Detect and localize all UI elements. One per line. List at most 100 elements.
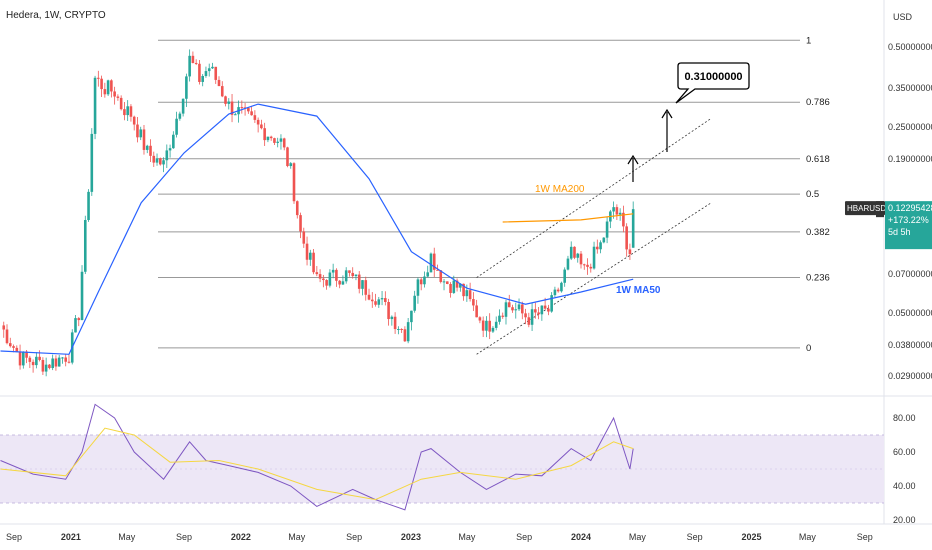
candle-body[interactable] bbox=[44, 364, 48, 372]
candle-body[interactable] bbox=[445, 281, 449, 285]
candle-body[interactable] bbox=[198, 63, 201, 82]
candle-body[interactable] bbox=[188, 55, 191, 77]
channel-line-upper[interactable] bbox=[476, 117, 712, 278]
candle-body[interactable] bbox=[501, 315, 505, 317]
candle-body[interactable] bbox=[331, 269, 335, 273]
candle-body[interactable] bbox=[302, 231, 306, 244]
candle-body[interactable] bbox=[162, 160, 165, 165]
candle-body[interactable] bbox=[220, 86, 224, 97]
candle-body[interactable] bbox=[87, 191, 90, 221]
candle-body[interactable] bbox=[113, 91, 116, 97]
candle-body[interactable] bbox=[553, 289, 557, 296]
candle-body[interactable] bbox=[266, 136, 270, 141]
candle-body[interactable] bbox=[364, 280, 368, 295]
candle-body[interactable] bbox=[589, 266, 593, 269]
candle-body[interactable] bbox=[185, 76, 188, 99]
candle-body[interactable] bbox=[172, 134, 175, 149]
candle-body[interactable] bbox=[625, 226, 628, 250]
candle-body[interactable] bbox=[370, 299, 374, 302]
candle-body[interactable] bbox=[165, 150, 169, 161]
candle-body[interactable] bbox=[530, 309, 534, 325]
candle-body[interactable] bbox=[217, 79, 221, 87]
candle-body[interactable] bbox=[207, 68, 211, 72]
candle-body[interactable] bbox=[527, 317, 531, 325]
candle-body[interactable] bbox=[354, 274, 358, 277]
candle-body[interactable] bbox=[282, 138, 286, 148]
candle-body[interactable] bbox=[615, 207, 619, 215]
candle-body[interactable] bbox=[318, 274, 322, 279]
candle-body[interactable] bbox=[429, 253, 433, 273]
candle-body[interactable] bbox=[158, 158, 162, 165]
candle-body[interactable] bbox=[129, 106, 133, 117]
candle-body[interactable] bbox=[560, 282, 563, 292]
candle-body[interactable] bbox=[341, 281, 345, 285]
candle-body[interactable] bbox=[351, 272, 355, 277]
candle-body[interactable] bbox=[22, 351, 25, 366]
candle-body[interactable] bbox=[416, 279, 420, 296]
candle-body[interactable] bbox=[119, 97, 123, 110]
candle-body[interactable] bbox=[403, 329, 407, 342]
candle-body[interactable] bbox=[28, 357, 32, 362]
candle-body[interactable] bbox=[442, 281, 446, 283]
candle-body[interactable] bbox=[67, 361, 71, 363]
candle-body[interactable] bbox=[400, 328, 403, 330]
candle-body[interactable] bbox=[322, 278, 325, 281]
candle-body[interactable] bbox=[12, 346, 15, 348]
price-tag[interactable] bbox=[885, 201, 932, 250]
candle-body[interactable] bbox=[116, 96, 120, 98]
candle-body[interactable] bbox=[126, 106, 129, 116]
candle-body[interactable] bbox=[413, 295, 416, 311]
candle-body[interactable] bbox=[253, 115, 257, 120]
candle-body[interactable] bbox=[543, 305, 547, 309]
candle-body[interactable] bbox=[631, 209, 635, 248]
candle-body[interactable] bbox=[494, 321, 498, 328]
candle-body[interactable] bbox=[181, 98, 185, 114]
candle-body[interactable] bbox=[315, 272, 319, 275]
candle-body[interactable] bbox=[475, 305, 478, 318]
candle-body[interactable] bbox=[211, 66, 214, 69]
candle-body[interactable] bbox=[344, 270, 348, 282]
candle-body[interactable] bbox=[175, 118, 178, 135]
candle-body[interactable] bbox=[390, 316, 394, 320]
candle-body[interactable] bbox=[204, 71, 208, 76]
candle-body[interactable] bbox=[602, 237, 606, 243]
candle-body[interactable] bbox=[569, 246, 573, 259]
currency-label[interactable]: USD bbox=[893, 12, 913, 22]
candle-body[interactable] bbox=[328, 272, 332, 286]
candle-body[interactable] bbox=[498, 315, 501, 322]
candle-body[interactable] bbox=[367, 294, 371, 300]
candle-body[interactable] bbox=[397, 328, 400, 330]
candle-body[interactable] bbox=[57, 357, 61, 367]
candle-body[interactable] bbox=[276, 141, 279, 143]
candle-body[interactable] bbox=[491, 327, 495, 332]
target-callout[interactable] bbox=[675, 62, 750, 104]
candle-body[interactable] bbox=[335, 269, 338, 281]
candle-body[interactable] bbox=[48, 364, 51, 369]
candle-body[interactable] bbox=[97, 77, 100, 79]
candle-body[interactable] bbox=[18, 352, 22, 366]
candle-body[interactable] bbox=[462, 283, 465, 297]
candle-body[interactable] bbox=[504, 302, 508, 317]
candle-body[interactable] bbox=[605, 221, 609, 238]
candle-body[interactable] bbox=[61, 357, 64, 359]
candle-body[interactable] bbox=[279, 138, 283, 142]
candle-body[interactable] bbox=[622, 212, 625, 227]
candle-body[interactable] bbox=[295, 201, 299, 216]
channel-line-lower[interactable] bbox=[476, 202, 712, 355]
candle-body[interactable] bbox=[132, 116, 136, 125]
candle-body[interactable] bbox=[514, 309, 518, 311]
candle-body[interactable] bbox=[550, 295, 553, 312]
candle-body[interactable] bbox=[25, 351, 28, 358]
candle-body[interactable] bbox=[227, 101, 231, 104]
candle-body[interactable] bbox=[618, 212, 622, 215]
candle-body[interactable] bbox=[74, 318, 77, 333]
candle-body[interactable] bbox=[51, 358, 54, 369]
rsi-line[interactable] bbox=[0, 403, 634, 511]
candle-body[interactable] bbox=[452, 280, 456, 293]
candle-body[interactable] bbox=[100, 78, 103, 90]
candle-body[interactable] bbox=[566, 258, 570, 270]
candle-body[interactable] bbox=[459, 283, 462, 288]
candle-body[interactable] bbox=[309, 252, 312, 260]
candle-body[interactable] bbox=[377, 299, 381, 305]
candle-body[interactable] bbox=[455, 280, 459, 288]
